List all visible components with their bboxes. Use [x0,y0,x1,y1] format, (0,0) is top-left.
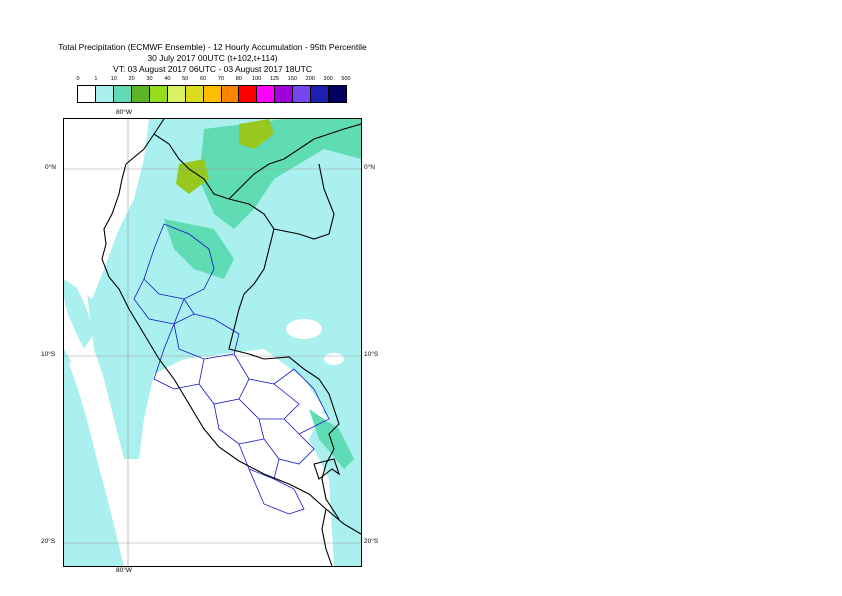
legend-swatch [185,86,204,102]
legend-swatch [239,86,258,102]
title-line-1: Total Precipitation (ECMWF Ensemble) - 1… [58,42,367,52]
legend-swatch [311,86,330,102]
legend-tick-label: 0 [76,76,80,82]
lon-label-bottom: 80°W [116,567,132,574]
lat-label-right-0: 0°N [364,164,375,171]
color-legend: 0 1 10 20 30 40 50 60 70 80 100 125 150 200 300 500 [76,76,351,103]
legend-swatch [113,86,132,102]
legend-tick-label: 20 [128,76,135,82]
legend-tick-label: 300 [323,76,333,82]
title-line-2: 30 July 2017 00UTC (t+102,t+114) [147,53,278,63]
graticule [64,119,361,566]
precip-yellow-green-field [176,119,274,194]
legend-tick-label: 30 [146,76,153,82]
legend-tick-label: 1 [94,76,98,82]
lat-label-left-10: 10°S [41,351,56,358]
legend-color-bar [77,85,347,103]
legend-swatch [329,86,347,102]
chart-title-block: Total Precipitation (ECMWF Ensemble) - 1… [0,42,425,75]
legend-swatch [257,86,276,102]
legend-tick-label: 40 [164,76,171,82]
lat-label-left-0: 0°N [45,164,56,171]
legend-swatch [221,86,240,102]
map-svg [64,119,361,566]
lat-label-left-20: 20°S [41,538,56,545]
legend-tick-label: 125 [269,76,280,82]
legend-tick-label: 70 [217,76,224,82]
lat-label-right-20: 20°S [364,538,379,545]
legend-swatch [131,86,150,102]
legend-swatch [149,86,168,102]
legend-swatch [293,86,312,102]
legend-tick-label: 500 [341,76,351,82]
lon-label-top: 80°W [116,109,132,116]
legend-tick-label: 100 [252,76,262,82]
legend-swatch [95,86,114,102]
lat-label-right-10: 10°S [364,351,379,358]
legend-tick-label: 200 [305,76,315,82]
legend-swatch [275,86,294,102]
legend-swatch [203,86,222,102]
national-borders-coastline [101,119,361,566]
legend-tick-label: 80 [235,76,242,82]
precipitation-map [63,118,362,567]
legend-tick-row: 0 1 10 20 30 40 50 60 70 80 100 125 150 200 300 500 [76,76,351,84]
legend-swatch [78,86,96,102]
legend-tick-label: 150 [287,76,297,82]
peru-department-boundaries [133,223,330,515]
title-line-3: VT: 03 August 2017 06UTC - 03 August 201… [113,64,312,74]
legend-swatch [167,86,186,102]
legend-tick-label: 10 [110,76,117,82]
legend-tick-label: 60 [200,76,207,82]
legend-tick-label: 50 [182,76,189,82]
